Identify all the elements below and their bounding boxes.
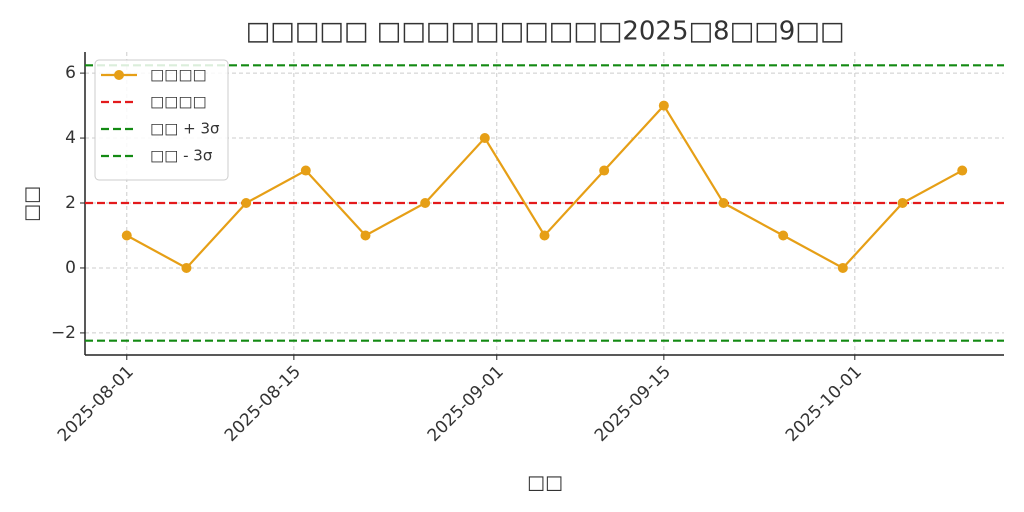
data-point [300, 165, 311, 176]
y-axis-label: □□ [21, 186, 43, 222]
data-point [360, 230, 371, 241]
data-point [957, 165, 968, 176]
y-tick-label: 4 [65, 128, 76, 148]
legend-label: □□ - 3σ [150, 147, 213, 165]
y-tick-label: 6 [65, 63, 76, 83]
x-tick-label: 2025-10-01 [782, 362, 866, 446]
x-axis-label: □□ [527, 472, 563, 494]
legend-marker [114, 70, 124, 80]
legend-label: □□□□ [150, 93, 207, 111]
data-line [126, 103, 963, 270]
legend-label: □□ + 3σ [150, 120, 220, 138]
chart-title: □□□□□ □□□□□□□□□□2025□8□□9□□ [246, 17, 845, 47]
data-point [241, 198, 252, 209]
x-tick-label: 2025-08-15 [221, 362, 305, 446]
y-tick-label: 2 [65, 193, 76, 213]
x-tick-label: 2025-09-15 [591, 362, 675, 446]
data-point [778, 230, 789, 241]
data-point [658, 100, 669, 111]
data-point [121, 230, 132, 241]
data-point [479, 133, 490, 144]
y-tick-label: −2 [51, 323, 76, 343]
data-point [897, 198, 908, 209]
legend-label: □□□□ [150, 66, 207, 84]
data-point [181, 262, 192, 273]
data-point [718, 198, 729, 209]
legend-box [94, 59, 229, 181]
data-point [420, 198, 431, 209]
data-point [599, 165, 610, 176]
y-tick-label: 0 [65, 258, 76, 278]
x-tick-label: 2025-09-01 [424, 362, 508, 446]
data-point [539, 230, 550, 241]
x-tick-label: 2025-08-01 [54, 362, 138, 446]
data-point [837, 262, 848, 273]
legend: □□□□ □□□□ □□ + 3σ □□ - 3σ [94, 59, 229, 181]
